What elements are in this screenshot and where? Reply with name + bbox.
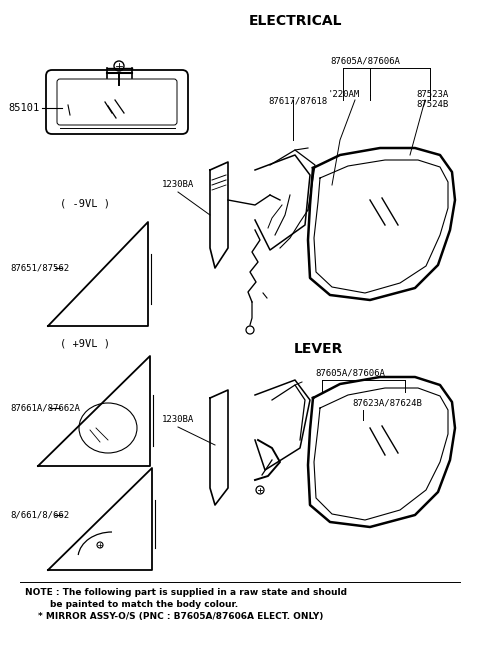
Text: ( -9VL ): ( -9VL ) [60,198,110,208]
Text: LEVER: LEVER [293,342,343,356]
Text: 85101: 85101 [9,103,40,113]
Text: 87605A/87606A: 87605A/87606A [315,368,385,377]
Text: * MIRROR ASSY-O/S (PNC : B7605A/87606A ELECT. ONLY): * MIRROR ASSY-O/S (PNC : B7605A/87606A E… [38,612,324,621]
Text: 87617/87618: 87617/87618 [268,96,327,105]
Text: 1230BA: 1230BA [162,180,194,189]
Text: 87523A: 87523A [416,90,448,99]
Text: NOTE : The following part is supplied in a raw state and should: NOTE : The following part is supplied in… [25,588,347,597]
Text: ( +9VL ): ( +9VL ) [60,338,110,348]
Text: 87661A/87662A: 87661A/87662A [10,403,80,413]
Text: ELECTRICAL: ELECTRICAL [248,14,342,28]
Text: 87623A/87624B: 87623A/87624B [352,398,422,407]
Text: 8/661/8/662: 8/661/8/662 [10,510,69,520]
Text: 87605A/87606A: 87605A/87606A [330,57,400,66]
Text: be painted to match the body colour.: be painted to match the body colour. [50,600,238,609]
Text: 1230BA: 1230BA [162,415,194,424]
Text: '220AM: '220AM [328,90,360,99]
Text: 87651/87562: 87651/87562 [10,263,69,273]
Text: 87524B: 87524B [416,100,448,109]
